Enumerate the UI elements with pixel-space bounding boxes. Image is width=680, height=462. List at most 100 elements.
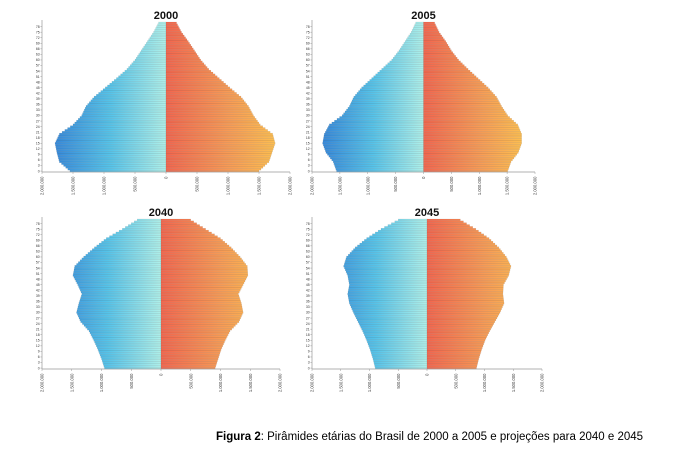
svg-text:24: 24 [306, 322, 310, 326]
svg-text:0: 0 [421, 176, 426, 179]
svg-text:1.000.000: 1.000.000 [99, 373, 104, 392]
svg-text:42: 42 [306, 91, 310, 95]
svg-text:39: 39 [36, 294, 40, 298]
svg-text:75: 75 [306, 227, 310, 231]
svg-text:6: 6 [38, 158, 40, 162]
svg-text:75: 75 [36, 30, 40, 34]
svg-text:48: 48 [306, 80, 310, 84]
svg-text:54: 54 [306, 69, 310, 73]
svg-text:69: 69 [306, 41, 310, 45]
svg-text:60: 60 [306, 58, 310, 62]
svg-text:42: 42 [306, 288, 310, 292]
svg-text:51: 51 [306, 272, 310, 276]
svg-text:9: 9 [38, 350, 40, 354]
svg-text:0: 0 [425, 373, 430, 376]
svg-text:42: 42 [36, 288, 40, 292]
svg-text:60: 60 [36, 58, 40, 62]
svg-text:1.500.000: 1.500.000 [511, 373, 516, 392]
svg-text:1.000.000: 1.000.000 [365, 176, 370, 195]
svg-text:60: 60 [306, 255, 310, 259]
chart-title-2005: 2005 [411, 10, 435, 22]
age-pyramid-2045: 2045036912151821242730333639424548515457… [306, 207, 545, 392]
svg-text:21: 21 [306, 327, 310, 331]
svg-text:1.500.000: 1.500.000 [71, 176, 76, 195]
svg-text:69: 69 [36, 41, 40, 45]
svg-text:1.000.000: 1.000.000 [367, 373, 372, 392]
svg-text:9: 9 [308, 153, 310, 157]
svg-text:500.000: 500.000 [188, 373, 193, 389]
svg-text:51: 51 [36, 75, 40, 79]
svg-text:36: 36 [36, 103, 40, 107]
svg-text:27: 27 [306, 119, 310, 123]
svg-text:24: 24 [306, 125, 310, 129]
svg-text:1.500.000: 1.500.000 [337, 176, 342, 195]
svg-text:0: 0 [38, 366, 40, 370]
svg-text:2.000.000: 2.000.000 [278, 373, 283, 392]
svg-text:3: 3 [308, 164, 310, 168]
svg-text:12: 12 [306, 344, 310, 348]
svg-text:72: 72 [306, 36, 310, 40]
svg-text:9: 9 [38, 153, 40, 157]
svg-text:6: 6 [308, 158, 310, 162]
svg-text:500.000: 500.000 [129, 373, 134, 389]
svg-text:18: 18 [306, 333, 310, 337]
svg-text:12: 12 [36, 344, 40, 348]
svg-text:18: 18 [306, 136, 310, 140]
svg-text:63: 63 [306, 53, 310, 57]
svg-text:15: 15 [306, 338, 310, 342]
svg-text:63: 63 [306, 250, 310, 254]
svg-text:2.000.000: 2.000.000 [310, 176, 315, 195]
svg-text:78: 78 [306, 25, 310, 29]
svg-text:57: 57 [36, 261, 40, 265]
svg-text:1.000.000: 1.000.000 [477, 176, 482, 195]
svg-text:57: 57 [306, 64, 310, 68]
svg-text:63: 63 [36, 53, 40, 57]
svg-text:45: 45 [36, 86, 40, 90]
svg-text:3: 3 [38, 361, 40, 365]
svg-text:78: 78 [36, 222, 40, 226]
figure-caption-label: Figura 2 [216, 431, 261, 443]
svg-text:1.500.000: 1.500.000 [338, 373, 343, 392]
svg-text:36: 36 [306, 103, 310, 107]
svg-text:27: 27 [306, 316, 310, 320]
svg-text:33: 33 [306, 305, 310, 309]
svg-text:2.000.000: 2.000.000 [288, 176, 293, 195]
svg-text:69: 69 [36, 238, 40, 242]
figure-caption-text: : Pirâmides etárias do Brasil de 2000 a … [260, 431, 644, 443]
svg-text:21: 21 [36, 327, 40, 331]
svg-text:1.000.000: 1.000.000 [102, 176, 107, 195]
svg-text:39: 39 [306, 294, 310, 298]
svg-text:30: 30 [36, 311, 40, 315]
svg-text:21: 21 [36, 130, 40, 134]
svg-text:72: 72 [36, 36, 40, 40]
svg-text:63: 63 [36, 250, 40, 254]
svg-text:500.000: 500.000 [396, 373, 401, 389]
svg-text:27: 27 [36, 316, 40, 320]
age-pyramid-2000: 2000036912151821242730333639424548515457… [36, 10, 293, 195]
svg-text:36: 36 [36, 300, 40, 304]
svg-text:51: 51 [306, 75, 310, 79]
svg-text:33: 33 [36, 108, 40, 112]
svg-text:57: 57 [306, 261, 310, 265]
svg-text:18: 18 [36, 136, 40, 140]
svg-text:72: 72 [36, 233, 40, 237]
svg-text:1.000.000: 1.000.000 [218, 373, 223, 392]
svg-text:51: 51 [36, 272, 40, 276]
svg-text:0: 0 [159, 373, 164, 376]
svg-text:27: 27 [36, 119, 40, 123]
svg-text:30: 30 [36, 114, 40, 118]
svg-text:54: 54 [306, 266, 310, 270]
chart-title-2040: 2040 [149, 207, 173, 219]
svg-text:15: 15 [306, 141, 310, 145]
svg-text:48: 48 [36, 277, 40, 281]
chart-title-2045: 2045 [415, 207, 439, 219]
age-pyramid-2040: 2040036912151821242730333639424548515457… [36, 207, 283, 392]
svg-text:75: 75 [36, 227, 40, 231]
svg-text:66: 66 [36, 47, 40, 51]
svg-text:24: 24 [36, 322, 40, 326]
svg-text:60: 60 [36, 255, 40, 259]
svg-text:54: 54 [36, 69, 40, 73]
svg-text:39: 39 [36, 97, 40, 101]
svg-text:12: 12 [36, 147, 40, 151]
svg-text:0: 0 [308, 366, 310, 370]
